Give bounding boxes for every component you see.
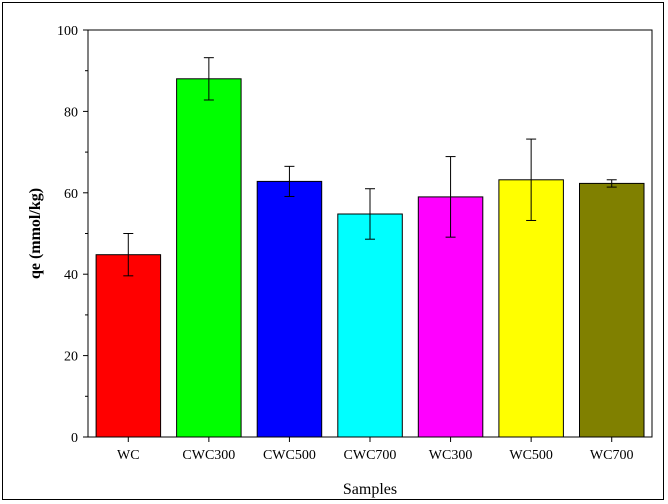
- x-tick-label-wc300: WC300: [429, 448, 473, 463]
- bars-group: [95, 78, 645, 438]
- x-axis-title: Samples: [343, 481, 397, 498]
- y-tick-label-100: 100: [57, 24, 78, 39]
- y-tick-label-20: 20: [64, 350, 78, 365]
- x-tick-label-cwc300: CWC300: [182, 448, 235, 463]
- error-bar-cwc300: [203, 57, 214, 101]
- error-bars-group: [123, 57, 617, 277]
- y-axis-title: qe (mmol/kg): [27, 188, 44, 279]
- bar-cwc500: [256, 180, 323, 438]
- y-tick-label-40: 40: [64, 268, 78, 283]
- y-tick-label-60: 60: [64, 187, 78, 202]
- y-tick-label-80: 80: [64, 105, 78, 120]
- error-bar-wc500: [526, 138, 537, 221]
- error-bar-wc300: [445, 156, 456, 238]
- bar-cwc300: [176, 78, 242, 438]
- axes-group: WC CWC300 CWC500 CWC700 WC300 WC500 WC700 0 20 40…: [57, 24, 653, 463]
- bar-cwc700: [337, 213, 403, 438]
- x-tick-label-cwc500: CWC500: [263, 448, 316, 463]
- x-tick-label-cwc700: CWC700: [344, 448, 397, 463]
- bar-wc: [95, 254, 162, 438]
- error-bar-wc700: [606, 179, 617, 188]
- x-tick-label-wc500: WC500: [509, 448, 553, 463]
- bar-wc700: [579, 182, 645, 438]
- y-tick-label-0: 0: [71, 431, 78, 446]
- error-bar-wc: [123, 233, 134, 277]
- x-tick-label-wc: WC: [117, 448, 140, 463]
- error-bar-cwc700: [365, 188, 375, 240]
- error-bar-cwc500: [284, 165, 295, 197]
- x-tick-label-wc700: WC700: [590, 448, 634, 463]
